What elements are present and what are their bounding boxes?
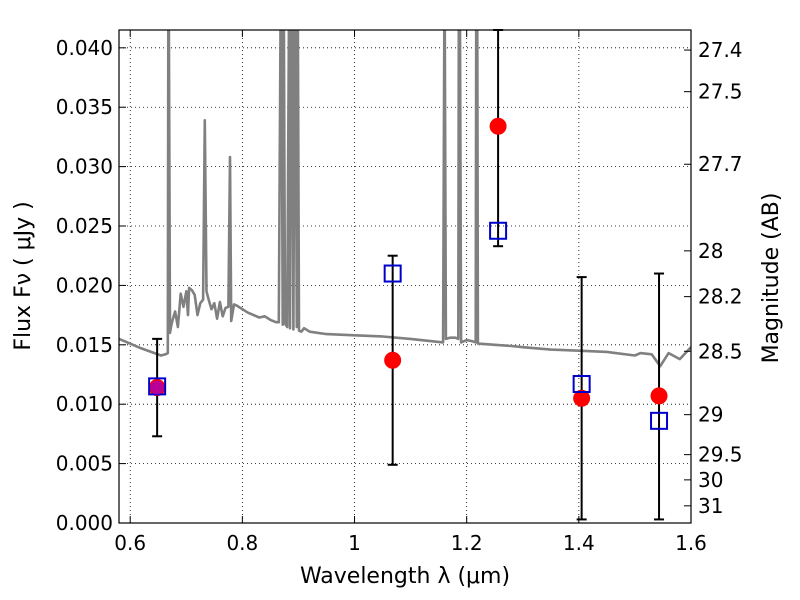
y-tick-label: 0.000 (56, 511, 113, 535)
y-tick-label: 0.005 (56, 452, 113, 476)
x-tick-label: 1 (348, 531, 361, 555)
mag-tick-label: 27.7 (698, 152, 743, 176)
y-tick-label: 0.025 (56, 214, 113, 238)
model-photometry-square (650, 411, 669, 430)
x-tick-label: 0.6 (114, 531, 146, 555)
mag-tick-label: 28.2 (698, 285, 743, 309)
mag-tick-label: 27.4 (698, 38, 743, 62)
mag-tick-label: 29.5 (698, 443, 743, 467)
x-tick-label: 1.2 (451, 531, 483, 555)
y-tick-label: 0.020 (56, 273, 113, 297)
observed-point (384, 351, 402, 369)
mag-tick-label: 31 (698, 494, 723, 518)
observed-point (650, 387, 668, 405)
y-tick-label: 0.030 (56, 155, 113, 179)
y-tick-label: 0.035 (56, 95, 113, 119)
y-tick-label: 0.010 (56, 392, 113, 416)
mag-tick-label: 29 (698, 403, 723, 427)
observed-point (573, 389, 591, 407)
model-photometry-square (489, 221, 508, 240)
model-sed-line-layer (119, 30, 691, 368)
mag-tick-label: 28 (698, 239, 723, 263)
data-points (148, 117, 669, 430)
model-sed-line (119, 30, 691, 368)
y-tick-label: 0.040 (56, 36, 113, 60)
mag-tick-label: 27.5 (698, 80, 743, 104)
plot-frame (118, 29, 692, 524)
overlap-point (150, 380, 165, 395)
x-tick-label: 1.6 (675, 531, 707, 555)
x-axis-label: Wavelength λ (μm) (300, 564, 510, 589)
mag-tick-label: 30 (698, 468, 723, 492)
mag-tick-label: 28.5 (698, 339, 743, 363)
model-photometry-square (572, 375, 591, 394)
x-tick-label: 1.4 (563, 531, 595, 555)
right-axis-label: Magnitude (AB) (759, 193, 784, 364)
x-tick-label: 0.8 (226, 531, 258, 555)
observed-point (489, 117, 507, 135)
model-photometry-square (383, 264, 402, 283)
y-tick-label: 0.015 (56, 333, 113, 357)
y-axis-label: Flux Fν ( μJy ) (11, 201, 36, 350)
axis-ticks: 0.6 0.8 1 1.2 1.4 1.6 0.000 0.005 0.010 0.015 0.02… (56, 30, 743, 555)
grid (119, 30, 692, 523)
